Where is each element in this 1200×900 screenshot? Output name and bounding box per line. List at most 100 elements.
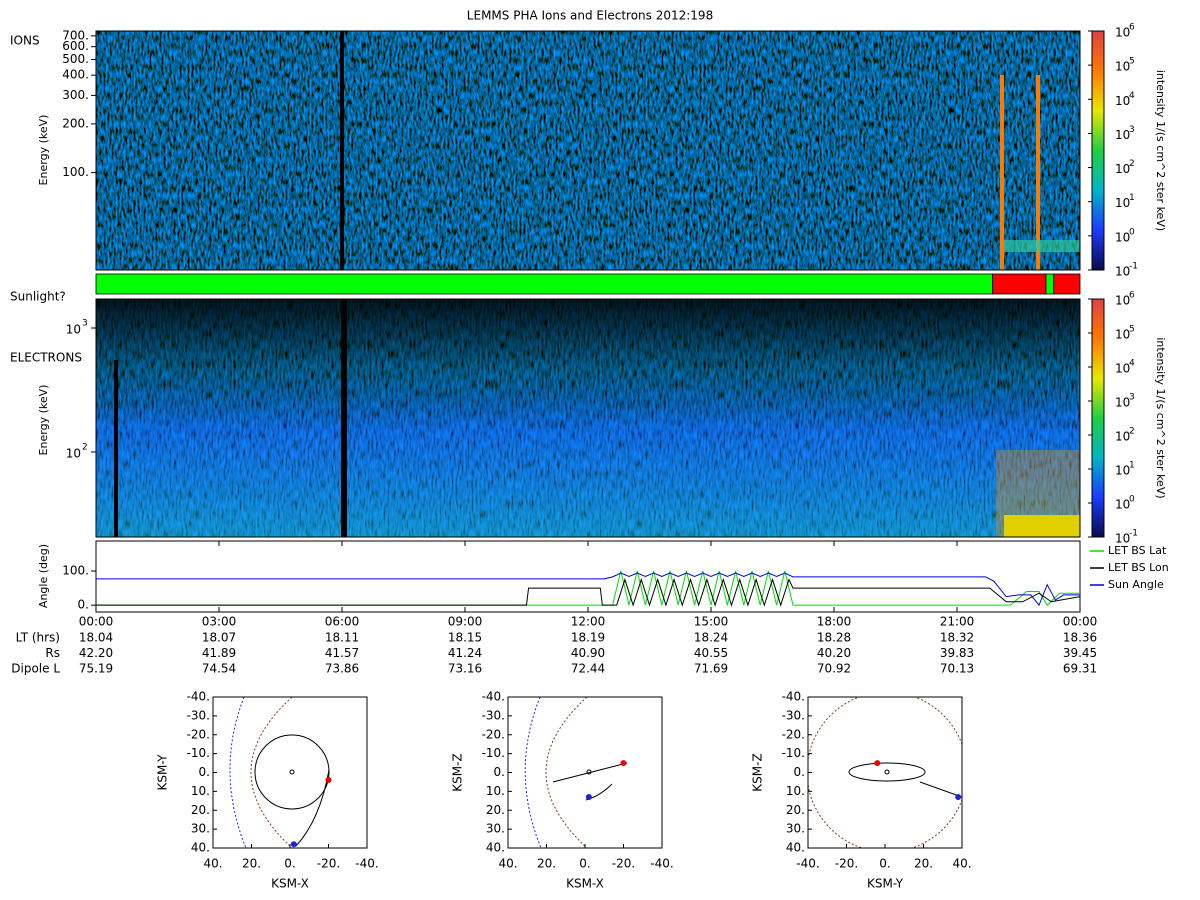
data-gap <box>341 299 347 537</box>
colorbar <box>1091 298 1105 538</box>
y-tick-label: 40. <box>786 841 805 855</box>
colorbar-tick-exponent: 1 <box>1129 193 1135 203</box>
x-tick-label: -20. <box>317 857 340 871</box>
y-tick-label: -40. <box>482 690 505 704</box>
spacecraft-marker <box>955 794 962 801</box>
ephemeris-value: 73.16 <box>448 662 482 676</box>
x-tick-label: 0. <box>879 857 890 871</box>
chart-title: LEMMS PHA Ions and Electrons 2012:198 <box>467 9 713 23</box>
colorbar-tick-label: 10 <box>1115 396 1130 410</box>
colorbar <box>1091 30 1105 271</box>
orbit <box>254 734 330 810</box>
colorbar-tick-exponent: 3 <box>1129 393 1135 403</box>
bow-shock <box>545 697 588 848</box>
ephemeris-value: 18.15 <box>448 631 482 645</box>
x-tick-label: 20. <box>914 857 933 871</box>
electron-shade <box>96 299 1080 537</box>
y-tick-label: 0. <box>794 765 805 779</box>
colorbar-tick-exponent: 5 <box>1129 325 1135 335</box>
y-tick-label: -20. <box>482 727 505 741</box>
colorbar-tick-label: 10 <box>1115 532 1130 546</box>
sunlight-segment <box>95 273 994 295</box>
colorbar-tick-exponent: -1 <box>1129 529 1138 539</box>
ephemeris-label: Dipole L <box>11 662 60 676</box>
x-tick-label: 00:00 <box>1063 615 1098 629</box>
x-tick-label: 00:00 <box>79 615 114 629</box>
x-tick-label: 03:00 <box>202 615 237 629</box>
colorbar-tick-exponent: 0 <box>1129 227 1135 237</box>
x-tick-label: 09:00 <box>448 615 483 629</box>
ephemeris-value: 18.11 <box>325 631 359 645</box>
bow-shock <box>808 697 962 848</box>
angle-line <box>96 577 1080 607</box>
ion-frame <box>95 30 1081 271</box>
y-tick-label: 400. <box>62 68 89 82</box>
spacecraft-marker <box>585 794 592 801</box>
y-tick-label: -10. <box>782 746 805 760</box>
colorbar-tick-label: 10 <box>1115 230 1130 244</box>
y-tick-label: 40. <box>486 841 505 855</box>
y-tick-label: 30. <box>786 822 805 836</box>
colorbar-tick-label: 10 <box>1115 196 1130 210</box>
orbit-frame <box>507 696 663 849</box>
ephemeris-value: 18.36 <box>1063 631 1097 645</box>
colorbar-tick-exponent: 1 <box>1129 461 1135 471</box>
x-tick-label: 12:00 <box>571 615 606 629</box>
ion-burst <box>1036 75 1040 270</box>
y-tick-exponent: 2 <box>82 442 88 452</box>
y-tick-label: 200. <box>62 116 89 130</box>
colorbar-tick-label: 10 <box>1115 162 1130 176</box>
y-axis-label: KSM-Z <box>751 753 765 791</box>
x-tick-label: 21:00 <box>940 615 975 629</box>
y-axis-label: Angle (deg) <box>37 544 50 608</box>
y-tick-label: 0. <box>199 765 210 779</box>
colorbar-tick-exponent: -1 <box>1129 262 1138 272</box>
colorbar-tick-exponent: 4 <box>1129 91 1135 101</box>
y-tick-label: 20. <box>191 803 210 817</box>
y-tick-label: 20. <box>786 803 805 817</box>
ephemeris-value: 41.57 <box>325 646 359 660</box>
legend-label: Sun Angle <box>1108 578 1164 591</box>
colorbar-tick-label: 10 <box>1115 26 1130 40</box>
ephemeris-value: 70.92 <box>817 662 851 676</box>
panel-label: IONS <box>10 34 40 48</box>
ephemeris-value: 40.55 <box>694 646 728 660</box>
colorbar-tick-label: 10 <box>1115 464 1130 478</box>
ephemeris-value: 71.69 <box>694 662 728 676</box>
colorbar-tick-exponent: 6 <box>1129 23 1135 33</box>
y-tick-label: -30. <box>187 708 210 722</box>
x-tick-label: 18:00 <box>817 615 852 629</box>
colorbar-tick-label: 10 <box>1115 265 1130 279</box>
colorbar-tick-label: 10 <box>1115 328 1130 342</box>
orbit-xy <box>212 696 368 849</box>
ephemeris-value: 18.24 <box>694 631 728 645</box>
x-tick-label: 0. <box>579 857 590 871</box>
electron-burst <box>1004 515 1080 537</box>
y-tick-label: 10. <box>191 784 210 798</box>
y-tick-label: 0. <box>78 598 89 612</box>
ephemeris-value: 18.32 <box>940 631 974 645</box>
y-tick-label: 100. <box>62 564 89 578</box>
ephemeris-value: 75.19 <box>79 662 113 676</box>
ephemeris-value: 72.44 <box>571 662 605 676</box>
ephemeris-value: 40.90 <box>571 646 605 660</box>
magnetopause <box>229 697 247 848</box>
ephemeris-value: 42.20 <box>79 646 113 660</box>
x-tick-label: -40. <box>355 857 378 871</box>
orbit-yz <box>807 696 963 849</box>
ephemeris-label: LT (hrs) <box>16 631 60 645</box>
y-axis-label: Energy (keV) <box>37 115 50 186</box>
saturn <box>289 769 295 775</box>
data-gap <box>114 360 118 537</box>
spacecraft-marker <box>620 760 627 767</box>
y-tick-label: -30. <box>782 708 805 722</box>
sunlight-segment <box>1053 273 1081 295</box>
y-tick-label: 30. <box>191 822 210 836</box>
trajectory <box>919 781 962 798</box>
y-tick-label: 30. <box>486 822 505 836</box>
sunlight-segment <box>1045 273 1055 295</box>
spacecraft-marker <box>325 777 332 784</box>
y-tick-label: 10. <box>486 784 505 798</box>
